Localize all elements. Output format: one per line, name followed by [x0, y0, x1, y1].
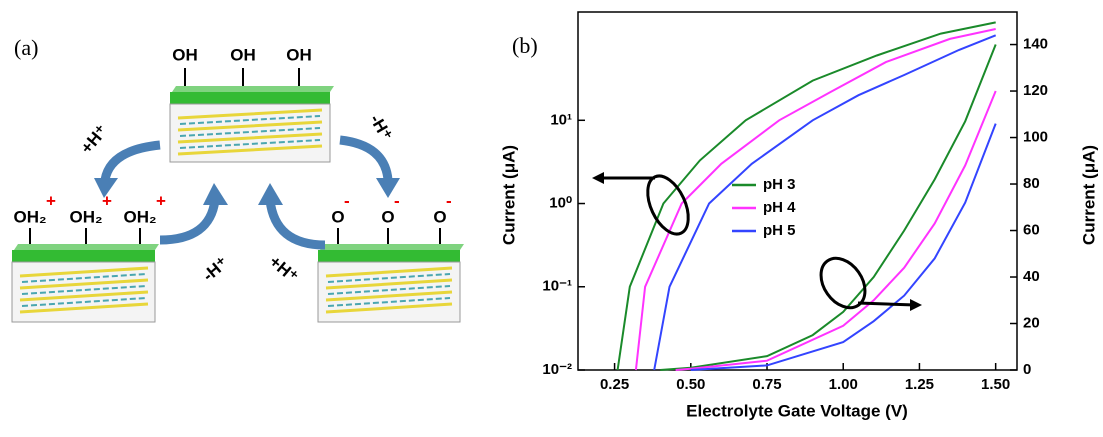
group-label: OH	[286, 45, 312, 64]
charge: -	[344, 191, 350, 210]
diagram: (a)	[12, 35, 464, 322]
group-label: O	[331, 207, 344, 226]
y-tick-label: 10¹	[550, 111, 572, 128]
y2-tick-label: 40	[1023, 268, 1040, 285]
charge: -	[394, 191, 400, 210]
group-label: OH	[230, 45, 256, 64]
x-tick-label: 1.50	[981, 376, 1010, 393]
arrow-label: +H⁺	[77, 121, 112, 157]
arrow-label: -H⁺	[199, 253, 232, 285]
y-tick-label: 10⁻¹	[542, 278, 572, 295]
y2-tick-label: 80	[1023, 175, 1040, 192]
group-label: O	[381, 207, 394, 226]
y2-tick-label: 20	[1023, 314, 1040, 331]
charge: +	[102, 191, 112, 210]
x-tick-label: 1.25	[905, 376, 934, 393]
panel-label: (b)	[512, 33, 538, 58]
legend-label: pH 3	[763, 176, 796, 193]
x-tick-label: 0.50	[676, 376, 705, 393]
data-line	[654, 35, 996, 370]
data-line	[676, 91, 996, 370]
y2-tick-label: 140	[1023, 36, 1048, 53]
y2-tick-label: 0	[1023, 361, 1031, 378]
charge: +	[46, 191, 56, 210]
x-tick-label: 0.75	[752, 376, 781, 393]
plot: 0.25 0.50 0.75 1.00 1.25 1.50 10⁻² 10⁻¹ 10⁰ 10¹ 0 2…	[542, 12, 1048, 393]
charge: -	[446, 191, 452, 210]
group-label: OH	[172, 45, 198, 64]
x-tick-label: 1.00	[829, 376, 858, 393]
y2-tick-label: 100	[1023, 129, 1048, 146]
y-tick-label: 10⁰	[549, 194, 572, 211]
charge: +	[156, 191, 166, 210]
legend-label: pH 4	[763, 199, 796, 216]
group-label: O	[433, 207, 446, 226]
legend-label: pH 5	[763, 222, 796, 239]
data-line	[618, 22, 996, 370]
y2-tick-label: 60	[1023, 221, 1040, 238]
y2-tick-label: 120	[1023, 82, 1048, 99]
panel-label: (a)	[14, 35, 38, 60]
data-line	[691, 124, 996, 370]
group-label: OH₂	[13, 207, 46, 226]
group-label: OH₂	[69, 207, 102, 226]
crystal-left	[12, 244, 159, 322]
y2-axis-title: Current (μA)	[1079, 145, 1098, 245]
y-tick-label: 10⁻²	[542, 361, 572, 378]
crystal-right	[318, 244, 464, 322]
x-tick-label: 0.25	[600, 376, 629, 393]
y-axis-title: Current (μA)	[499, 145, 518, 245]
arrow-label: -H⁺	[366, 111, 396, 144]
crystal-top	[170, 86, 334, 162]
group-label: OH₂	[123, 207, 156, 226]
x-axis-title: Electrolyte Gate Voltage (V)	[686, 401, 908, 420]
figure: (a)	[0, 0, 1103, 437]
arrow-label: +H⁺	[266, 252, 302, 287]
